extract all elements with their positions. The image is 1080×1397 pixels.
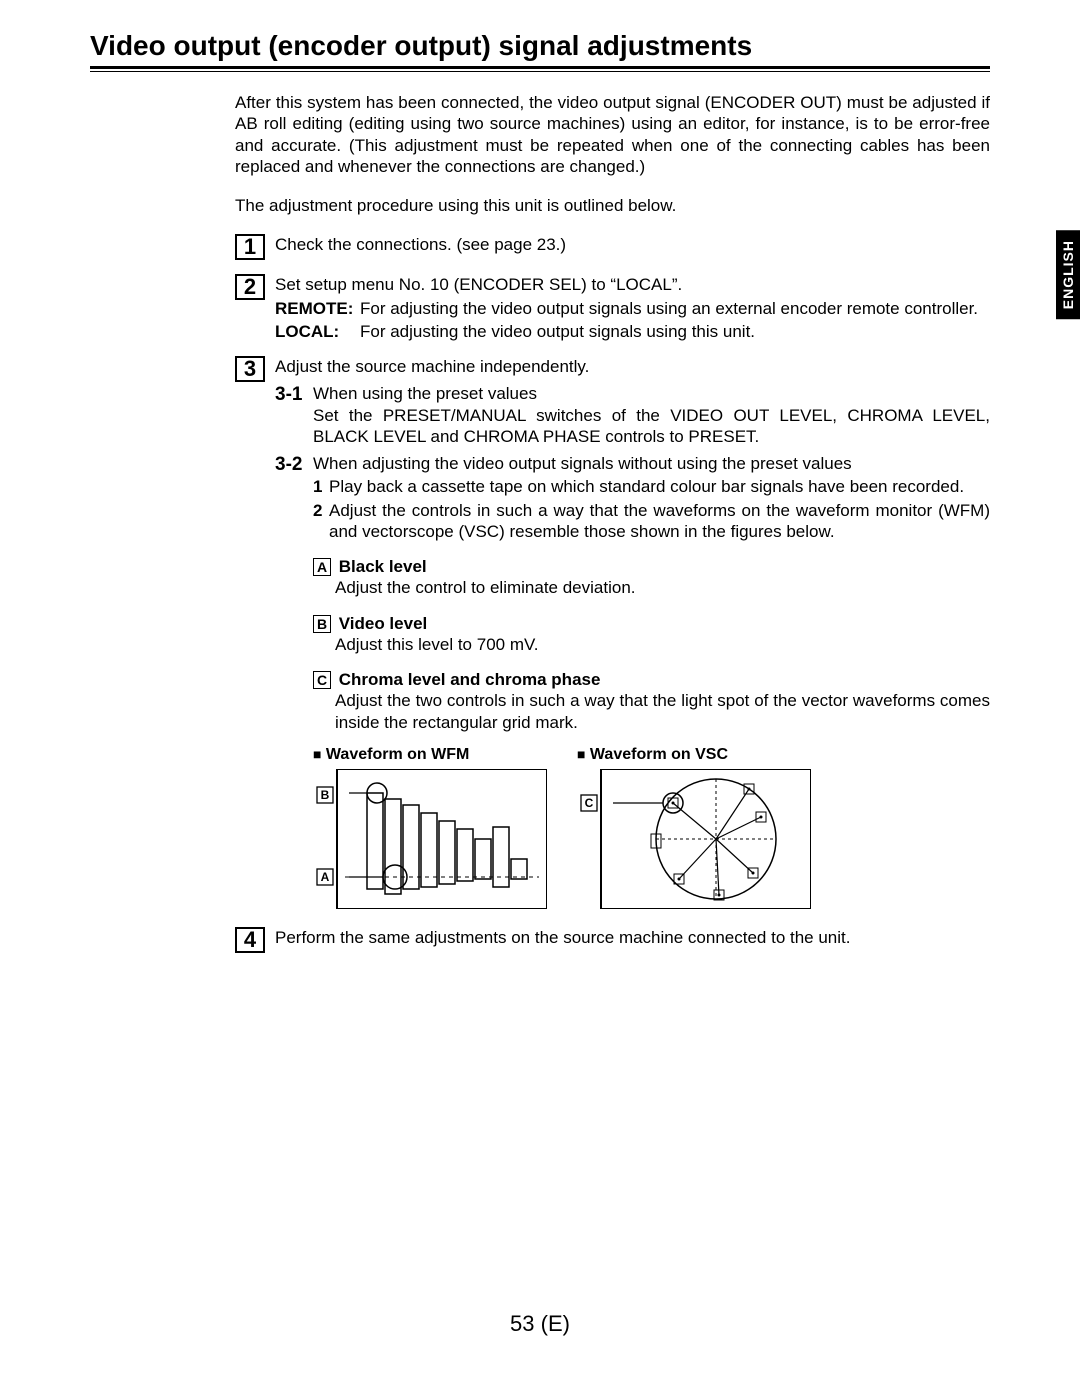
step-3-2-lead: When adjusting the video output signals … bbox=[313, 453, 990, 474]
sub-num: 3-1 bbox=[275, 383, 313, 447]
remote-label: REMOTE: bbox=[275, 298, 360, 319]
letter-box-B: B bbox=[313, 615, 331, 633]
intro-paragraph-2: The adjustment procedure using this unit… bbox=[235, 195, 990, 216]
content: After this system has been connected, th… bbox=[235, 92, 990, 953]
square-bullet-icon: ■ bbox=[577, 746, 585, 762]
page-title: Video output (encoder output) signal adj… bbox=[90, 30, 990, 62]
step-2-body: Set setup menu No. 10 (ENCODER SEL) to “… bbox=[275, 274, 990, 342]
local-definition: LOCAL: For adjusting the video output si… bbox=[275, 321, 990, 342]
square-bullet-icon: ■ bbox=[313, 746, 321, 762]
numlist-text: Play back a cassette tape on which stand… bbox=[329, 476, 990, 497]
adj-B-head: Video level bbox=[339, 614, 428, 633]
page: Video output (encoder output) signal adj… bbox=[0, 0, 1080, 1397]
adj-C-text: Adjust the two controls in such a way th… bbox=[335, 690, 990, 733]
wfm-title: ■ Waveform on WFM bbox=[313, 745, 547, 765]
adj-A-text: Adjust the control to eliminate deviatio… bbox=[335, 577, 990, 598]
svg-text:C: C bbox=[585, 796, 594, 810]
svg-text:B: B bbox=[321, 788, 330, 802]
numlist-number: 1 bbox=[313, 476, 329, 497]
adjustment-A: A Black level Adjust the control to elim… bbox=[313, 556, 990, 599]
vsc-title-text: Waveform on VSC bbox=[590, 746, 728, 763]
page-number: 53 (E) bbox=[0, 1311, 1080, 1337]
adj-C-head: Chroma level and chroma phase bbox=[339, 670, 601, 689]
step-1: 1 Check the connections. (see page 23.) bbox=[235, 234, 990, 260]
step-3-2-item-2: 2 Adjust the controls in such a way that… bbox=[313, 500, 990, 543]
svg-text:A: A bbox=[321, 870, 330, 884]
step-3-1-body: When using the preset values Set the PRE… bbox=[313, 383, 990, 447]
step-3-body: Adjust the source machine independently.… bbox=[275, 356, 990, 909]
step-3-2-body: When adjusting the video output signals … bbox=[313, 453, 990, 909]
step-3-2: 3-2 When adjusting the video output sign… bbox=[275, 453, 990, 909]
step-1-text: Check the connections. (see page 23.) bbox=[275, 234, 990, 255]
step-4-text: Perform the same adjustments on the sour… bbox=[275, 927, 990, 948]
numlist-text: Adjust the controls in such a way that t… bbox=[329, 500, 990, 543]
numlist-number: 2 bbox=[313, 500, 329, 543]
wfm-title-text: Waveform on WFM bbox=[326, 746, 469, 763]
step-3-1-text: Set the PRESET/MANUAL switches of the VI… bbox=[313, 405, 990, 448]
sub-num: 3-2 bbox=[275, 453, 313, 909]
adj-A-head: Black level bbox=[339, 557, 427, 576]
step-3-lead: Adjust the source machine independently. bbox=[275, 356, 990, 377]
step-3-2-item-1: 1 Play back a cassette tape on which sta… bbox=[313, 476, 990, 497]
intro-paragraph-1: After this system has been connected, th… bbox=[235, 92, 990, 177]
step-3-1-lead: When using the preset values bbox=[313, 383, 990, 404]
diagram-row: ■ Waveform on WFM BA ■ Waveform on VSC C bbox=[313, 745, 990, 909]
step-4: 4 Perform the same adjustments on the so… bbox=[235, 927, 990, 953]
wfm-diagram: BA bbox=[313, 769, 547, 909]
local-text: For adjusting the video output signals u… bbox=[360, 321, 990, 342]
vsc-column: ■ Waveform on VSC C bbox=[577, 745, 811, 909]
adjustment-B: B Video level Adjust this level to 700 m… bbox=[313, 613, 990, 656]
language-tab: ENGLISH bbox=[1056, 230, 1080, 319]
step-3: 3 Adjust the source machine independentl… bbox=[235, 356, 990, 909]
step-number-box: 1 bbox=[235, 234, 265, 260]
letter-box-A: A bbox=[313, 558, 331, 576]
remote-definition: REMOTE: For adjusting the video output s… bbox=[275, 298, 990, 319]
local-label: LOCAL: bbox=[275, 321, 360, 342]
step-3-1: 3-1 When using the preset values Set the… bbox=[275, 383, 990, 447]
letter-box-C: C bbox=[313, 671, 331, 689]
wfm-column: ■ Waveform on WFM BA bbox=[313, 745, 547, 909]
remote-text: For adjusting the video output signals u… bbox=[360, 298, 990, 319]
adj-B-text: Adjust this level to 700 mV. bbox=[335, 634, 990, 655]
step-number-box: 3 bbox=[235, 356, 265, 382]
adjustment-C: C Chroma level and chroma phase Adjust t… bbox=[313, 669, 990, 733]
step-number-box: 2 bbox=[235, 274, 265, 300]
step-2-lead: Set setup menu No. 10 (ENCODER SEL) to “… bbox=[275, 274, 990, 295]
step-2: 2 Set setup menu No. 10 (ENCODER SEL) to… bbox=[235, 274, 990, 342]
wfm-wrapper: BA bbox=[313, 769, 547, 909]
vsc-wrapper: C bbox=[577, 769, 811, 909]
vsc-diagram: C bbox=[577, 769, 811, 909]
vsc-title: ■ Waveform on VSC bbox=[577, 745, 811, 765]
title-underline bbox=[90, 66, 990, 72]
step-number-box: 4 bbox=[235, 927, 265, 953]
